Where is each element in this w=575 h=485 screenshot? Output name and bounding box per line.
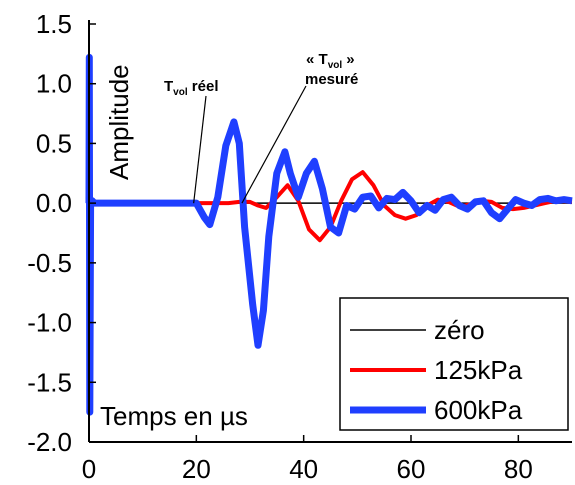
y-tick-label: -0.5 xyxy=(27,248,72,278)
legend-label-zero: zéro xyxy=(434,315,485,345)
annotation-tvol-mesure-sub: vol xyxy=(328,60,343,71)
annotation-tvol-mesure-arrow xyxy=(241,85,307,204)
series-line-600kpa xyxy=(85,53,573,416)
annotation-tvol-mesure-line2: mesuré xyxy=(305,71,358,88)
y-axis-title: Amplitude xyxy=(104,64,134,180)
series-layer xyxy=(85,53,573,416)
y-tick-label: -1.5 xyxy=(27,367,72,397)
x-tick-label: 80 xyxy=(504,454,533,484)
legend-label-125kpa: 125kPa xyxy=(434,355,523,385)
y-tick-label: 0.0 xyxy=(36,188,72,218)
x-axis-title: Temps en µs xyxy=(100,401,248,431)
annotation-tvol-mesure-main: « T xyxy=(306,51,328,68)
annotation-tvol-mesure-suffix: » xyxy=(342,51,355,68)
x-tick-label: 60 xyxy=(397,454,426,484)
legend: zéro 125kPa 600kPa xyxy=(339,297,569,431)
annotation-tvol-reel-sub: vol xyxy=(173,87,188,98)
legend-label-600kpa: 600kPa xyxy=(434,395,523,425)
annotation-tvol-reel: Tvol réel xyxy=(164,78,218,204)
annotation-tvol-mesure: « Tvol » mesuré xyxy=(241,51,358,204)
y-tick-label: 1.5 xyxy=(36,9,72,39)
svg-text:« Tvol »: « Tvol » xyxy=(306,51,355,71)
annotation-tvol-reel-suffix: réel xyxy=(188,78,219,95)
annotation-tvol-reel-main: T xyxy=(164,78,173,95)
plot-area: -2.0 -1.5 -1.0 -0.5 0.0 0.5 1.0 1.5 0 20 40 60 80 xyxy=(27,9,573,484)
y-tick-label: 0.5 xyxy=(36,128,72,158)
x-tick-label: 20 xyxy=(182,454,211,484)
x-tick-label: 0 xyxy=(82,454,96,484)
y-tick-label: -1.0 xyxy=(27,308,72,338)
ticks-layer: -2.0 -1.5 -1.0 -0.5 0.0 0.5 1.0 1.5 0 20 40 60 80 xyxy=(27,9,533,484)
x-tick-label: 40 xyxy=(289,454,318,484)
svg-text:Tvol réel: Tvol réel xyxy=(164,78,218,98)
annotation-tvol-reel-arrow xyxy=(193,95,207,204)
y-tick-label: 1.0 xyxy=(36,69,72,99)
y-tick-label: -2.0 xyxy=(27,427,72,457)
